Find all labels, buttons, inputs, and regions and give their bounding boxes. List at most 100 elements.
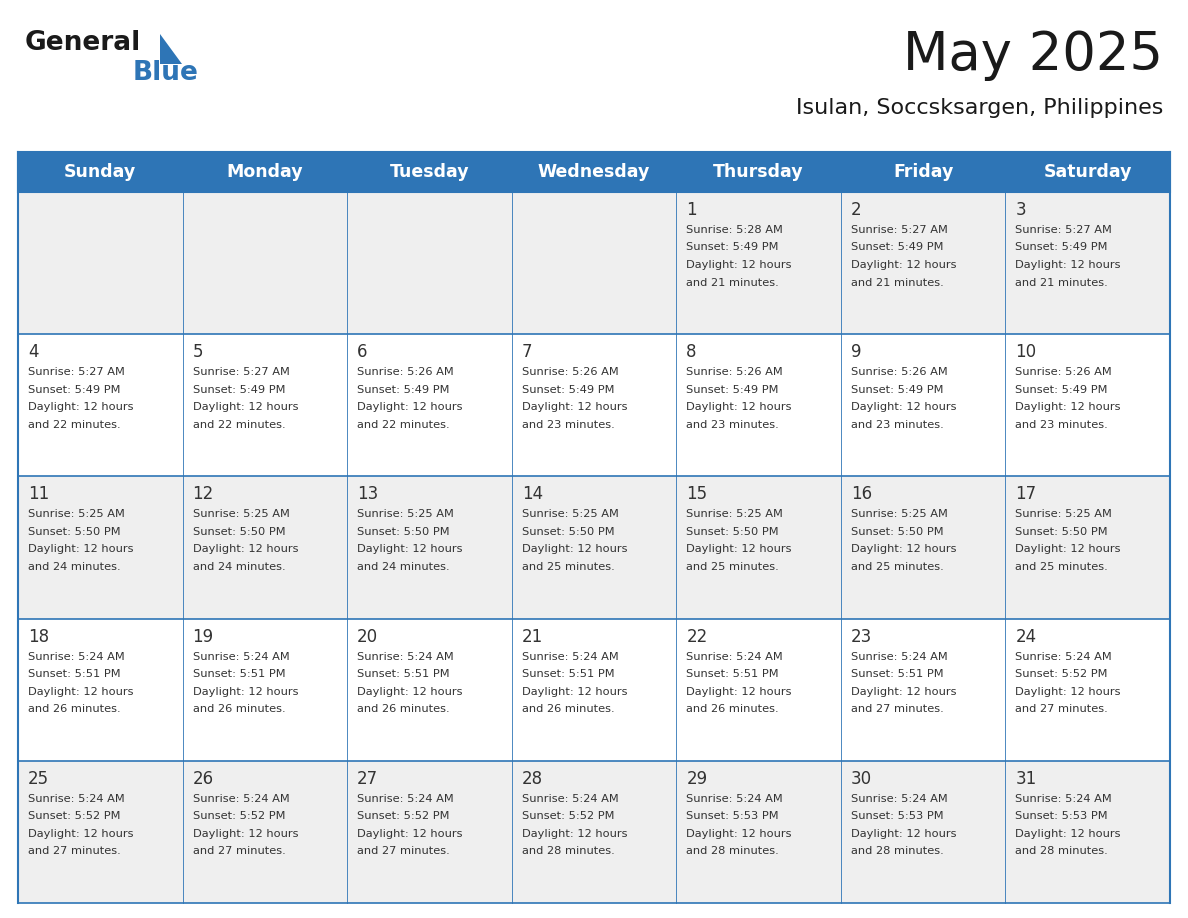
Text: Daylight: 12 hours: Daylight: 12 hours <box>687 687 791 697</box>
Text: Sunset: 5:53 PM: Sunset: 5:53 PM <box>851 812 943 822</box>
Text: Sunset: 5:52 PM: Sunset: 5:52 PM <box>358 812 449 822</box>
Text: 15: 15 <box>687 486 707 503</box>
Text: Daylight: 12 hours: Daylight: 12 hours <box>1016 687 1121 697</box>
Text: Sunrise: 5:24 AM: Sunrise: 5:24 AM <box>29 652 125 662</box>
Text: 14: 14 <box>522 486 543 503</box>
Text: Daylight: 12 hours: Daylight: 12 hours <box>851 829 956 839</box>
Text: Sunset: 5:50 PM: Sunset: 5:50 PM <box>687 527 779 537</box>
Text: Sunrise: 5:24 AM: Sunrise: 5:24 AM <box>192 652 290 662</box>
Text: 28: 28 <box>522 770 543 788</box>
Text: Sunrise: 5:26 AM: Sunrise: 5:26 AM <box>358 367 454 377</box>
Text: 27: 27 <box>358 770 378 788</box>
Text: 16: 16 <box>851 486 872 503</box>
Polygon shape <box>160 34 182 64</box>
Bar <box>18 334 1170 476</box>
Text: Daylight: 12 hours: Daylight: 12 hours <box>851 260 956 270</box>
Text: and 27 minutes.: and 27 minutes. <box>29 846 121 856</box>
Text: 31: 31 <box>1016 770 1037 788</box>
Bar <box>841 152 1005 192</box>
Text: Sunset: 5:51 PM: Sunset: 5:51 PM <box>851 669 943 679</box>
Text: Sunrise: 5:24 AM: Sunrise: 5:24 AM <box>851 652 948 662</box>
Text: Isulan, Soccsksargen, Philippines: Isulan, Soccsksargen, Philippines <box>796 98 1163 118</box>
Text: Daylight: 12 hours: Daylight: 12 hours <box>192 687 298 697</box>
Text: Daylight: 12 hours: Daylight: 12 hours <box>192 829 298 839</box>
Text: and 27 minutes.: and 27 minutes. <box>851 704 943 714</box>
Text: Sunset: 5:49 PM: Sunset: 5:49 PM <box>1016 385 1108 395</box>
Text: Sunset: 5:51 PM: Sunset: 5:51 PM <box>192 669 285 679</box>
Text: Monday: Monday <box>227 163 303 181</box>
Text: and 23 minutes.: and 23 minutes. <box>522 420 614 430</box>
Text: Sunset: 5:50 PM: Sunset: 5:50 PM <box>358 527 450 537</box>
Text: Sunrise: 5:24 AM: Sunrise: 5:24 AM <box>687 794 783 804</box>
Text: and 26 minutes.: and 26 minutes. <box>687 704 779 714</box>
Text: Sunset: 5:51 PM: Sunset: 5:51 PM <box>29 669 121 679</box>
Text: Daylight: 12 hours: Daylight: 12 hours <box>522 544 627 554</box>
Text: Daylight: 12 hours: Daylight: 12 hours <box>358 829 462 839</box>
Text: Daylight: 12 hours: Daylight: 12 hours <box>851 687 956 697</box>
Bar <box>18 761 1170 903</box>
Text: and 28 minutes.: and 28 minutes. <box>687 846 779 856</box>
Text: 9: 9 <box>851 343 861 361</box>
Text: Sunset: 5:51 PM: Sunset: 5:51 PM <box>522 669 614 679</box>
Text: Sunset: 5:52 PM: Sunset: 5:52 PM <box>522 812 614 822</box>
Text: and 25 minutes.: and 25 minutes. <box>687 562 779 572</box>
Text: Sunset: 5:50 PM: Sunset: 5:50 PM <box>851 527 943 537</box>
Text: Daylight: 12 hours: Daylight: 12 hours <box>687 544 791 554</box>
Text: Wednesday: Wednesday <box>538 163 650 181</box>
Text: Sunset: 5:53 PM: Sunset: 5:53 PM <box>687 812 779 822</box>
Text: Sunrise: 5:27 AM: Sunrise: 5:27 AM <box>29 367 125 377</box>
Bar <box>18 476 1170 619</box>
Text: Sunset: 5:52 PM: Sunset: 5:52 PM <box>1016 669 1108 679</box>
Text: and 21 minutes.: and 21 minutes. <box>687 277 779 287</box>
Text: and 25 minutes.: and 25 minutes. <box>522 562 614 572</box>
Text: Sunset: 5:50 PM: Sunset: 5:50 PM <box>522 527 614 537</box>
Text: General: General <box>25 30 141 56</box>
Text: 3: 3 <box>1016 201 1026 219</box>
Bar <box>18 192 1170 334</box>
Text: and 25 minutes.: and 25 minutes. <box>851 562 943 572</box>
Text: Daylight: 12 hours: Daylight: 12 hours <box>29 544 133 554</box>
Text: Sunrise: 5:25 AM: Sunrise: 5:25 AM <box>358 509 454 520</box>
Text: Daylight: 12 hours: Daylight: 12 hours <box>29 829 133 839</box>
Text: Daylight: 12 hours: Daylight: 12 hours <box>522 402 627 412</box>
Text: 8: 8 <box>687 343 697 361</box>
Text: and 22 minutes.: and 22 minutes. <box>29 420 121 430</box>
Text: and 25 minutes.: and 25 minutes. <box>1016 562 1108 572</box>
Text: Sunrise: 5:25 AM: Sunrise: 5:25 AM <box>522 509 619 520</box>
Text: Sunrise: 5:24 AM: Sunrise: 5:24 AM <box>192 794 290 804</box>
Text: Sunrise: 5:25 AM: Sunrise: 5:25 AM <box>1016 509 1112 520</box>
Text: Daylight: 12 hours: Daylight: 12 hours <box>192 402 298 412</box>
Text: Sunrise: 5:27 AM: Sunrise: 5:27 AM <box>192 367 290 377</box>
Text: Sunrise: 5:24 AM: Sunrise: 5:24 AM <box>687 652 783 662</box>
Text: Sunday: Sunday <box>64 163 137 181</box>
Text: Tuesday: Tuesday <box>390 163 469 181</box>
Text: 7: 7 <box>522 343 532 361</box>
Text: Saturday: Saturday <box>1043 163 1132 181</box>
Text: and 23 minutes.: and 23 minutes. <box>1016 420 1108 430</box>
Text: Daylight: 12 hours: Daylight: 12 hours <box>192 544 298 554</box>
Text: and 26 minutes.: and 26 minutes. <box>358 704 450 714</box>
Text: Sunrise: 5:24 AM: Sunrise: 5:24 AM <box>358 794 454 804</box>
Text: 13: 13 <box>358 486 379 503</box>
Text: Sunset: 5:49 PM: Sunset: 5:49 PM <box>522 385 614 395</box>
Text: 30: 30 <box>851 770 872 788</box>
Text: Daylight: 12 hours: Daylight: 12 hours <box>851 402 956 412</box>
Text: and 26 minutes.: and 26 minutes. <box>29 704 121 714</box>
Text: Sunset: 5:52 PM: Sunset: 5:52 PM <box>192 812 285 822</box>
Text: Sunrise: 5:25 AM: Sunrise: 5:25 AM <box>851 509 948 520</box>
Text: Sunrise: 5:24 AM: Sunrise: 5:24 AM <box>1016 794 1112 804</box>
Text: and 21 minutes.: and 21 minutes. <box>1016 277 1108 287</box>
Text: Sunrise: 5:28 AM: Sunrise: 5:28 AM <box>687 225 783 235</box>
Text: Daylight: 12 hours: Daylight: 12 hours <box>851 544 956 554</box>
Text: Sunset: 5:50 PM: Sunset: 5:50 PM <box>1016 527 1108 537</box>
Text: and 24 minutes.: and 24 minutes. <box>29 562 121 572</box>
Text: and 24 minutes.: and 24 minutes. <box>358 562 450 572</box>
Text: Daylight: 12 hours: Daylight: 12 hours <box>1016 544 1121 554</box>
Text: Sunset: 5:51 PM: Sunset: 5:51 PM <box>687 669 779 679</box>
Text: Sunrise: 5:24 AM: Sunrise: 5:24 AM <box>1016 652 1112 662</box>
Text: 25: 25 <box>29 770 49 788</box>
Text: 12: 12 <box>192 486 214 503</box>
Text: 1: 1 <box>687 201 697 219</box>
Text: Sunrise: 5:26 AM: Sunrise: 5:26 AM <box>687 367 783 377</box>
Text: 21: 21 <box>522 628 543 645</box>
